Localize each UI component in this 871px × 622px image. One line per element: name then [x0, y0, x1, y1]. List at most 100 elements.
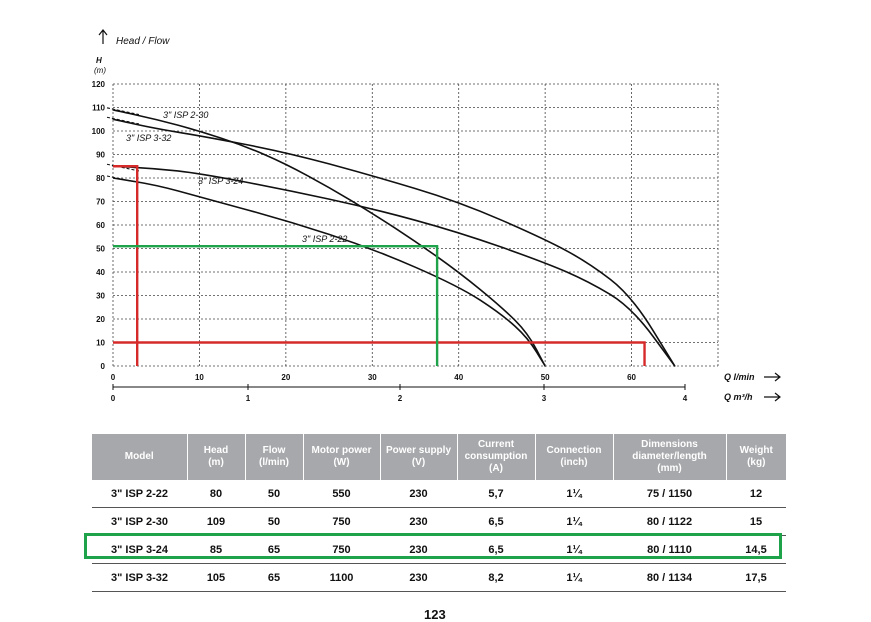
- x2-tick-label: 1: [246, 394, 251, 403]
- header-text: Flow: [262, 445, 286, 456]
- header-text: Power supply: [385, 445, 451, 456]
- table-header-row: Model Head (m) Flow (l/min) Motor power (W) Pow…: [92, 434, 786, 480]
- table-cell: 1¼: [535, 507, 613, 536]
- table-cell: 65: [245, 563, 303, 592]
- table-cell: 12: [726, 480, 786, 508]
- table-cell: 15: [726, 507, 786, 536]
- table-cell: 80: [187, 480, 245, 508]
- table-cell: 3" ISP 3-24: [92, 535, 187, 564]
- table-cell: 105: [187, 563, 245, 592]
- pump-curves: [106, 107, 676, 367]
- table-cell: 230: [380, 563, 457, 592]
- x2-tick-label: 2: [398, 394, 403, 403]
- y-tick-labels: 0 10 20 30 40 50 60 70 80 90 100 110 120: [92, 80, 106, 371]
- x2-tick-label: 0: [111, 394, 116, 403]
- table-cell: 230: [380, 535, 457, 564]
- green-duty-line: [113, 244, 439, 366]
- table-cell: 230: [380, 480, 457, 508]
- table-cell: 1¼: [535, 563, 613, 592]
- header-text: Head: [203, 445, 229, 456]
- curve-label: 3" ISP 2-30: [163, 110, 208, 120]
- table-header-cell: Current consumption (A): [457, 434, 536, 480]
- pump-curve-dashed-start: [106, 107, 140, 116]
- pump-curve-line: [112, 109, 546, 367]
- table-cell: 1100: [303, 563, 380, 592]
- table-row: 3" ISP 3-24 85 65 750 230 6,5 1¼ 80 / 1110 14,5: [92, 535, 786, 564]
- page-number: 123: [424, 607, 446, 622]
- table-header-cell: Connection (inch): [535, 434, 614, 480]
- table-header-cell: Power supply (V): [380, 434, 458, 480]
- x-tick-labels: 0 10 20 30 40 50 60 0 1 2 3 4: [111, 373, 688, 403]
- x-tick-label: 50: [541, 373, 550, 382]
- y-tick-label: 100: [92, 127, 106, 136]
- header-text: (l/min): [259, 457, 289, 468]
- header-text: (m): [208, 457, 224, 468]
- curve-label: 3" ISP 3-24: [198, 176, 243, 186]
- table-cell: 85: [187, 535, 245, 564]
- highlighted-row-frame: [84, 533, 782, 559]
- x2-tick-label: 4: [683, 394, 688, 403]
- spec-table: Model Head (m) Flow (l/min) Motor power (W) Pow…: [92, 434, 786, 592]
- red-duty-line-upper: [113, 165, 139, 366]
- chart-title: Head / Flow: [116, 36, 170, 47]
- y-tick-label: 20: [96, 315, 105, 324]
- table-header-cell: Head (m): [187, 434, 246, 480]
- pump-curve-line: [112, 118, 676, 367]
- y-tick-label: 120: [92, 80, 106, 89]
- curve-label: 3" ISP 3-32: [126, 133, 171, 143]
- y-tick-label: 0: [101, 362, 106, 371]
- x-tick-label: 60: [627, 373, 636, 382]
- y-tick-label: 90: [96, 151, 105, 160]
- y-axis-arrow-icon: [98, 29, 108, 44]
- x2-axis-label: Q m³/h: [724, 392, 753, 402]
- header-text: Model: [124, 451, 154, 462]
- red-duty-line-lower: [113, 341, 646, 366]
- header-text: Weight: [739, 445, 773, 456]
- table-cell: 6,5: [457, 535, 535, 564]
- chart-grid: [112, 83, 719, 367]
- header-text: (mm): [657, 463, 682, 474]
- table-header-cell: Weight (kg): [726, 434, 786, 480]
- table-cell: 109: [187, 507, 245, 536]
- table-cell: 750: [303, 535, 380, 564]
- duty-annotations: [113, 165, 646, 366]
- x2-axis-arrow-icon: [764, 392, 781, 402]
- table-cell: 50: [245, 480, 303, 508]
- x-tick-label: 20: [281, 373, 290, 382]
- table-cell: 75 / 1150: [613, 480, 726, 508]
- y-tick-label: 30: [96, 292, 105, 301]
- table-cell: 1¼: [535, 480, 613, 508]
- x-axis-label: Q l/min: [724, 372, 755, 382]
- x-axis-arrow-icon: [764, 372, 781, 382]
- table-header-cell: Flow (l/min): [245, 434, 304, 480]
- curve-labels: 3" ISP 2-30 3" ISP 3-32 3" ISP 3-24 3" ISP …: [126, 110, 347, 244]
- table-cell: 3" ISP 2-22: [92, 480, 187, 508]
- y-axis-label: H: [96, 56, 102, 65]
- header-text: diameter/length: [632, 451, 707, 462]
- x2-tick-label: 3: [542, 394, 547, 403]
- axis-titles: Head / Flow H (m) Q l/min Q m³/h: [94, 29, 781, 402]
- table-header-cell: Model: [92, 434, 188, 480]
- table-cell: 230: [380, 507, 457, 536]
- y-tick-label: 110: [92, 104, 105, 113]
- y-tick-label: 60: [96, 221, 105, 230]
- table-row: 3" ISP 2-22 80 50 550 230 5,7 1¼ 75 / 1150 12: [92, 480, 786, 508]
- header-text: (kg): [747, 457, 766, 468]
- y-axis-unit: (m): [94, 66, 106, 75]
- table-cell: 3" ISP 2-30: [92, 507, 187, 536]
- y-tick-label: 40: [96, 268, 105, 277]
- table-cell: 65: [245, 535, 303, 564]
- table-cell: 550: [303, 480, 380, 508]
- header-text: Dimensions: [641, 439, 698, 450]
- y-tick-label: 70: [96, 198, 105, 207]
- x-tick-label: 30: [368, 373, 377, 382]
- table-cell: 6,5: [457, 507, 535, 536]
- table-cell: 14,5: [726, 535, 786, 564]
- y-tick-label: 80: [96, 174, 105, 183]
- x-tick-label: 0: [111, 373, 116, 382]
- table-cell: 50: [245, 507, 303, 536]
- header-text: consumption: [464, 451, 528, 462]
- table-cell: 1¼: [535, 535, 613, 564]
- table-row: 3" ISP 3-32 105 65 1100 230 8,2 1¼ 80 / 1134 17,…: [92, 563, 786, 592]
